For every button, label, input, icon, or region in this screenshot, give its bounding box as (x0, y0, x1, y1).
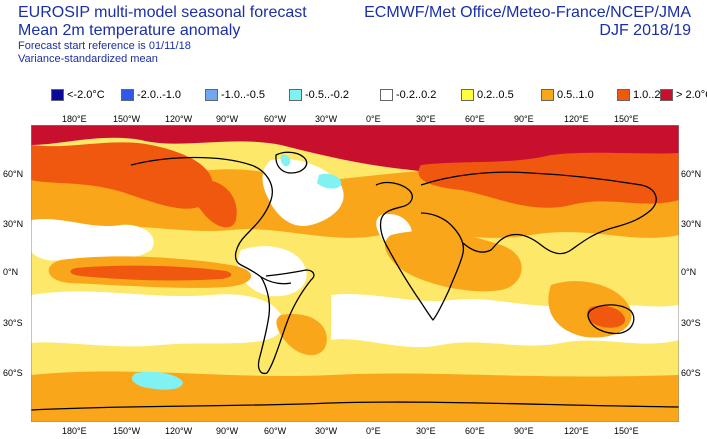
legend-swatch (660, 89, 673, 101)
anomaly-region (186, 179, 237, 228)
legend-swatch (121, 89, 134, 101)
longitude-label: 0°E (366, 426, 381, 436)
longitude-label: 60°E (465, 426, 485, 436)
legend-label: -2.0..-1.0 (137, 89, 182, 101)
longitude-label: 30°E (416, 114, 436, 124)
legend-swatch (541, 89, 554, 101)
latitude-label: 60°N (681, 169, 702, 179)
anomaly-region (70, 265, 232, 281)
longitude-label: 60°E (465, 114, 485, 124)
legend-label: 0.5..1.0 (557, 89, 594, 101)
coastlines (31, 151, 679, 411)
legend-swatch (289, 89, 302, 101)
forecast-start-text: Forecast start reference is 01/11/18 (18, 40, 191, 52)
legend-label: -1.0..-0.5 (221, 89, 266, 101)
legend-label: <-2.0°C (67, 89, 105, 101)
latitude-label: 0°N (3, 267, 19, 277)
longitude-label: 90°W (216, 114, 239, 124)
latitude-label: 30°N (3, 219, 24, 229)
anomaly-region (586, 305, 626, 328)
anomaly-region (280, 154, 291, 167)
longitude-label: 120°E (564, 114, 589, 124)
longitude-label: 120°W (165, 114, 193, 124)
latitude-label: 60°S (3, 368, 23, 378)
anomaly-region (418, 152, 679, 208)
latitude-label: 60°N (3, 169, 24, 179)
legend-swatch (461, 89, 474, 101)
anomaly-region (31, 371, 679, 422)
longitude-label: 150°W (113, 114, 141, 124)
anomaly-region (276, 314, 327, 356)
latitude-label: 60°S (681, 368, 701, 378)
longitude-label: 60°W (264, 114, 287, 124)
longitude-label: 120°E (564, 426, 589, 436)
legend-label: -0.2..0.2 (396, 89, 437, 101)
legend: <-2.0°C -2.0..-1.0 -1.0..-0.5 -0.5..-0.2 -0.… (51, 88, 707, 102)
anomaly-region (131, 371, 183, 390)
longitude-label: 30°W (315, 114, 338, 124)
anomaly-region (317, 173, 342, 189)
latitude-label: 30°S (3, 318, 23, 328)
latitude-label: 0°N (681, 267, 697, 277)
season-text: DJF 2018/19 (599, 22, 691, 39)
latitude-label: 30°N (681, 219, 702, 229)
legend-swatch (617, 89, 630, 101)
legend-swatch (205, 89, 218, 101)
longitude-label: 60°W (264, 426, 287, 436)
forecast-system-title: EUROSIP multi-model seasonal forecast (18, 4, 307, 21)
longitude-label: 120°W (165, 426, 193, 436)
producers-text: ECMWF/Met Office/Meteo-France/NCEP/JMA (364, 4, 691, 21)
anomaly-map (31, 125, 679, 422)
legend-label: > 2.0°C (676, 89, 707, 101)
longitude-label: 90°W (216, 426, 239, 436)
longitude-label: 180°E (62, 426, 87, 436)
longitude-label: 150°E (614, 114, 639, 124)
anomaly-region (384, 230, 522, 292)
longitude-label: 90°E (514, 426, 534, 436)
legend-swatch (380, 89, 393, 101)
statistic-text: Variance-standardized mean (18, 53, 158, 65)
legend-swatch (51, 89, 64, 101)
anomaly-region (31, 218, 154, 261)
anomaly-region (31, 291, 283, 347)
longitude-label: 150°E (614, 426, 639, 436)
longitude-label: 0°E (366, 114, 381, 124)
title-block-left: EUROSIP multi-model seasonal forecast Me… (18, 4, 307, 66)
longitude-label: 90°E (514, 114, 534, 124)
legend-label: -0.5..-0.2 (305, 89, 350, 101)
latitude-label: 30°S (681, 318, 701, 328)
legend-label: 0.2..0.5 (477, 89, 514, 101)
longitude-label: 30°E (416, 426, 436, 436)
variable-title: Mean 2m temperature anomaly (18, 22, 241, 39)
longitude-label: 30°W (315, 426, 338, 436)
longitude-label: 150°W (113, 426, 141, 436)
title-block-right: ECMWF/Met Office/Meteo-France/NCEP/JMA D… (364, 4, 691, 40)
longitude-label: 180°E (62, 114, 87, 124)
